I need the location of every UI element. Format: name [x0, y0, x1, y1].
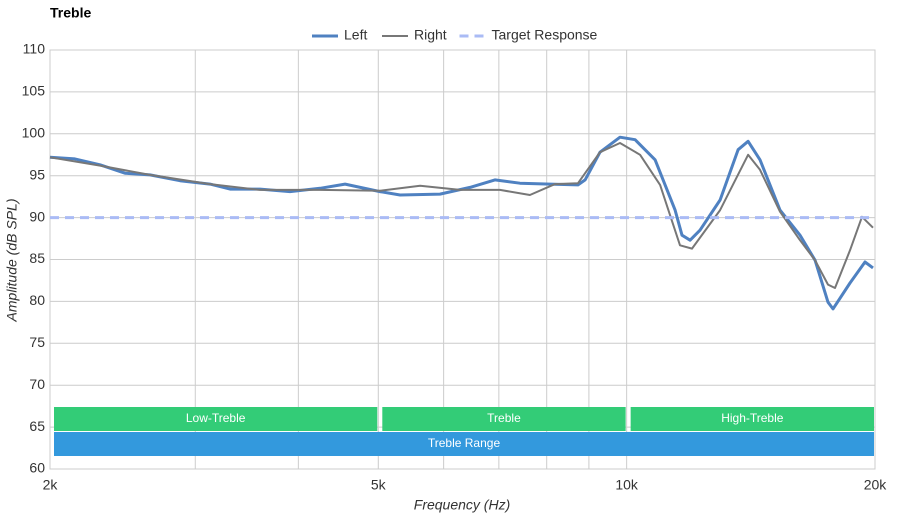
y-tick-label: 110 [23, 41, 46, 57]
x-tick-label: 20k [864, 477, 888, 493]
y-tick-label: 75 [29, 334, 45, 350]
series-line [49, 142, 874, 289]
series-line [49, 135, 874, 311]
range-band [54, 407, 378, 431]
y-tick-label: 100 [22, 125, 46, 141]
y-tick-label: 85 [29, 250, 45, 266]
y-axis-title: Amplitude (dB SPL) [4, 199, 20, 323]
range-band [382, 407, 626, 431]
chart-title: Treble [50, 5, 91, 21]
y-tick-label: 95 [29, 166, 45, 182]
band-label: Treble Range [428, 436, 501, 450]
legend-label: Target Response [492, 27, 598, 43]
band-label: Treble [487, 411, 521, 425]
x-tick-label: 2k [43, 477, 59, 493]
y-tick-label: 80 [29, 292, 45, 308]
y-tick-label: 90 [29, 208, 45, 224]
x-tick-label: 10k [615, 477, 639, 493]
band-label: High-Treble [721, 411, 784, 425]
x-axis-title: Frequency (Hz) [414, 497, 510, 513]
y-tick-label: 65 [29, 418, 45, 434]
y-tick-label: 70 [29, 376, 45, 392]
legend-label: Left [344, 27, 367, 43]
y-tick-label: 60 [29, 460, 45, 476]
legend-label: Right [414, 27, 447, 43]
x-tick-label: 5k [371, 477, 387, 493]
range-band [54, 432, 874, 456]
y-tick-label: 105 [22, 83, 46, 99]
band-label: Low-Treble [186, 411, 246, 425]
range-band [630, 407, 874, 431]
